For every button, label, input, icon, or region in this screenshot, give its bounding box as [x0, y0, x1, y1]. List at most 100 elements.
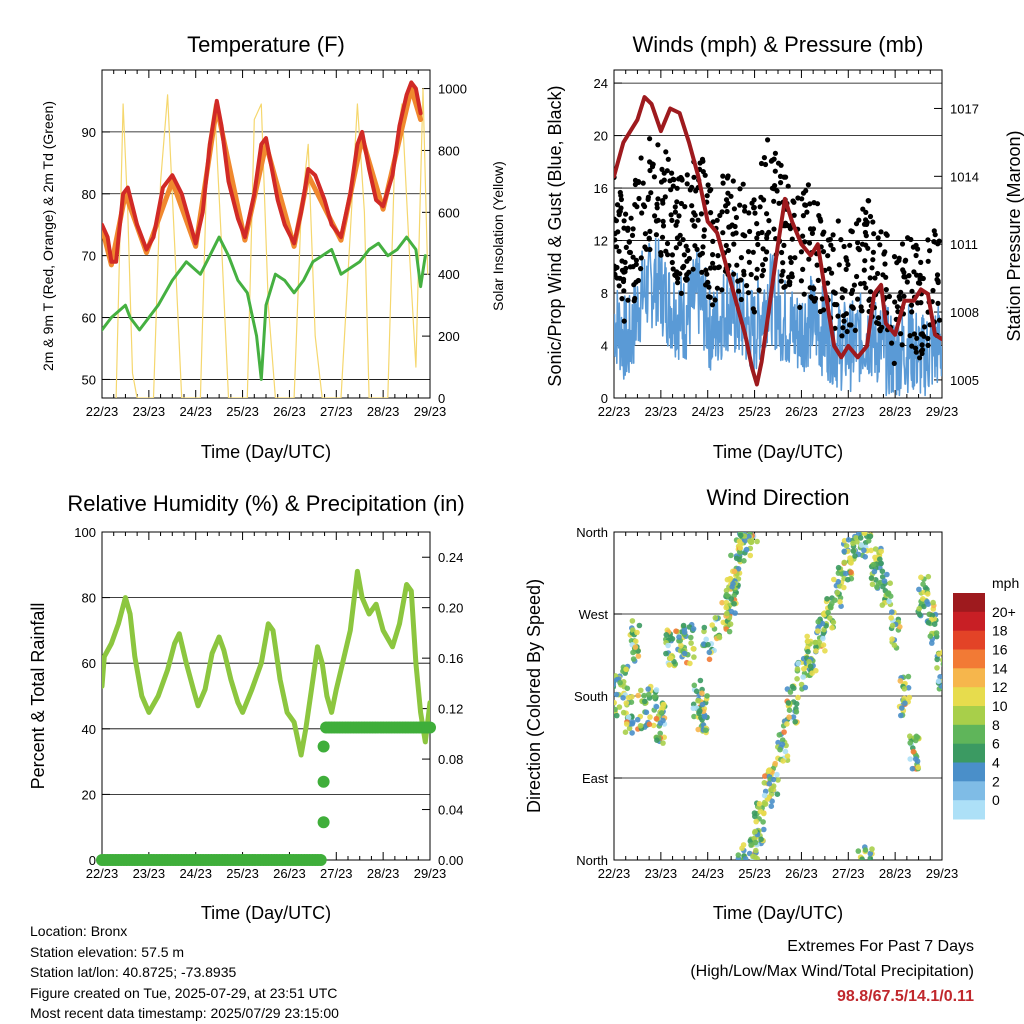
- gust-point: [701, 233, 707, 239]
- direction-point: [630, 627, 636, 633]
- direction-title: Wind Direction: [706, 485, 849, 510]
- gust-point: [752, 210, 758, 216]
- direction-point: [885, 590, 892, 596]
- gust-point: [695, 217, 701, 223]
- gust-point: [687, 187, 693, 193]
- precip-points: [96, 721, 436, 866]
- direction-point: [635, 692, 641, 699]
- gust-point: [664, 240, 671, 247]
- direction-point: [690, 705, 697, 712]
- direction-point: [728, 596, 735, 602]
- winds-x-tick-label: 26/23: [785, 404, 818, 419]
- precip-point: [314, 854, 327, 866]
- gust-point: [621, 318, 627, 324]
- direction-point: [880, 583, 886, 590]
- direction-point: [634, 629, 640, 636]
- gust-point: [913, 252, 919, 259]
- gust-point: [858, 304, 864, 310]
- gust-point: [735, 278, 741, 284]
- gust-point: [669, 217, 675, 223]
- winds-y-tick-label: 0: [601, 391, 608, 406]
- winds-y-tick-label: 8: [601, 286, 608, 301]
- gust-point: [742, 208, 748, 214]
- speed-legend-swatch: [953, 800, 985, 820]
- gust-point: [737, 202, 743, 208]
- direction-point: [645, 686, 651, 692]
- direction-point: [787, 689, 794, 695]
- direction-point: [704, 693, 710, 699]
- temperature-plot-area: 22/23 23/23 24/23 25/23 26/23 27/23 28/23 29/23…: [82, 69, 467, 419]
- direction-point: [614, 712, 620, 719]
- gust-point: [665, 156, 671, 162]
- direction-point: [691, 654, 697, 660]
- precip-point: [424, 721, 436, 734]
- direction-point: [862, 554, 868, 560]
- gust-point: [621, 276, 627, 282]
- direction-point: [769, 798, 775, 804]
- direction-point: [706, 649, 713, 656]
- gust-point: [771, 198, 777, 204]
- humidity-x-tick-label: 22/23: [86, 866, 119, 881]
- gust-point: [841, 243, 847, 250]
- direction-point: [879, 568, 886, 575]
- direction-point: [891, 642, 898, 648]
- gust-point: [840, 325, 846, 331]
- extremes-box: Extremes For Past 7 Days (High/Low/Max W…: [690, 934, 974, 1009]
- gust-point: [714, 285, 721, 291]
- gust-point: [765, 137, 771, 143]
- direction-point: [665, 642, 671, 649]
- gust-point: [736, 288, 742, 294]
- direction-point: [777, 746, 783, 753]
- gust-point: [678, 200, 685, 207]
- gust-point: [669, 259, 675, 266]
- gust-point: [689, 203, 695, 209]
- gust-point: [930, 287, 936, 294]
- direction-point: [666, 662, 673, 668]
- direction-point: [918, 574, 924, 581]
- gust-point: [803, 202, 809, 208]
- direction-point: [724, 610, 730, 617]
- gust-point: [909, 343, 915, 349]
- direction-point: [888, 615, 894, 621]
- gust-point: [935, 300, 941, 306]
- gust-point: [780, 260, 786, 266]
- direction-x-tick-label: 27/23: [832, 866, 865, 881]
- direction-point: [712, 615, 719, 621]
- direction-point: [770, 776, 777, 783]
- speed-legend: mph 20+ 18 16 14 12 10 8 6 4 2 0: [953, 575, 1019, 820]
- direction-point: [881, 578, 888, 584]
- gust-point: [745, 249, 752, 255]
- humidity-x-tick-label: 25/23: [226, 866, 259, 881]
- direction-point: [660, 740, 666, 746]
- winds-y-axis-label: Sonic/Prop Wind & Gust (Blue, Black): [545, 85, 565, 386]
- direction-point: [709, 622, 715, 628]
- direction-point: [835, 564, 842, 571]
- gust-point: [616, 248, 622, 254]
- gust-point: [858, 308, 865, 314]
- humidity-y2-tick-label: 0.04: [438, 803, 463, 818]
- gust-point: [653, 218, 660, 224]
- direction-point: [748, 539, 754, 545]
- gust-point: [706, 294, 712, 300]
- gust-point: [889, 340, 895, 346]
- direction-point: [653, 687, 660, 693]
- gust-point: [658, 252, 664, 258]
- direction-point: [819, 620, 826, 627]
- temperature-x-tick-label: 29/23: [414, 404, 447, 419]
- gust-point: [902, 274, 908, 280]
- gust-point: [642, 231, 649, 237]
- direction-point: [920, 581, 926, 587]
- gust-point: [664, 168, 670, 174]
- gust-point: [860, 206, 866, 212]
- direction-point: [809, 670, 815, 676]
- gust-point: [757, 204, 763, 210]
- direction-point: [815, 628, 821, 634]
- gust-point: [771, 156, 777, 162]
- gust-point: [701, 227, 708, 233]
- gust-point: [660, 198, 666, 204]
- gust-point: [775, 160, 782, 166]
- gust-point: [760, 262, 766, 268]
- direction-point: [733, 555, 740, 562]
- gust-point: [891, 254, 898, 260]
- direction-point: [614, 713, 616, 718]
